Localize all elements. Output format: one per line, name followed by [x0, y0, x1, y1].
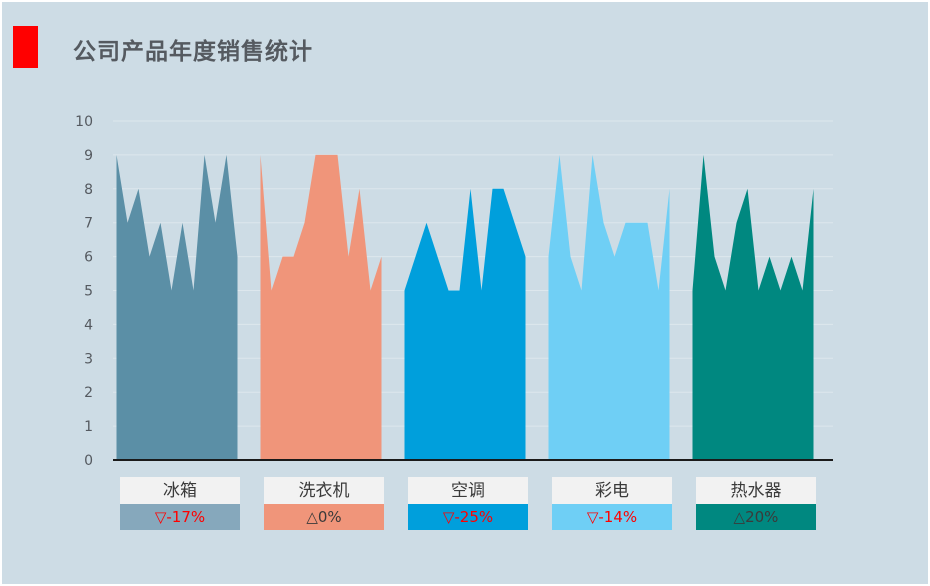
area-series: [692, 154, 814, 460]
area-series: [404, 188, 526, 461]
change-label: △0%: [306, 508, 341, 526]
change-label: △20%: [734, 508, 779, 526]
y-tick-label: 6: [84, 250, 93, 266]
category-label-box: [264, 477, 384, 504]
category-label-box: [408, 477, 528, 504]
change-badge: [552, 504, 672, 530]
y-tick-label: 9: [84, 148, 93, 164]
category-label-box: [120, 477, 240, 504]
y-tick-label: 3: [84, 351, 93, 367]
y-tick-label: 7: [84, 216, 93, 232]
y-tick-label: 10: [75, 114, 93, 130]
category-label: 冰箱: [163, 481, 197, 501]
area-series: [548, 154, 670, 460]
category-label: 洗衣机: [299, 481, 350, 501]
title-accent-bar: [13, 26, 38, 68]
y-tick-label: 8: [84, 182, 93, 198]
y-tick-label: 4: [84, 317, 93, 333]
change-badge: [696, 504, 816, 530]
change-badge: [264, 504, 384, 530]
change-badge: [408, 504, 528, 530]
category-label: 彩电: [595, 481, 629, 501]
category-label-box: [552, 477, 672, 504]
change-label: ▽-25%: [443, 508, 493, 526]
area-series: [260, 154, 382, 460]
category-label: 空调: [451, 481, 485, 501]
category-label: 热水器: [731, 481, 782, 501]
change-badge: [120, 504, 240, 530]
change-label: ▽-17%: [155, 508, 205, 526]
change-label: ▽-14%: [587, 508, 637, 526]
category-label-box: [696, 477, 816, 504]
y-tick-label: 0: [84, 453, 93, 469]
area-series: [116, 154, 238, 460]
y-tick-label: 2: [84, 385, 93, 401]
chart-title: 公司产品年度销售统计: [73, 39, 313, 65]
y-tick-label: 1: [84, 419, 93, 435]
y-tick-label: 5: [84, 284, 93, 300]
